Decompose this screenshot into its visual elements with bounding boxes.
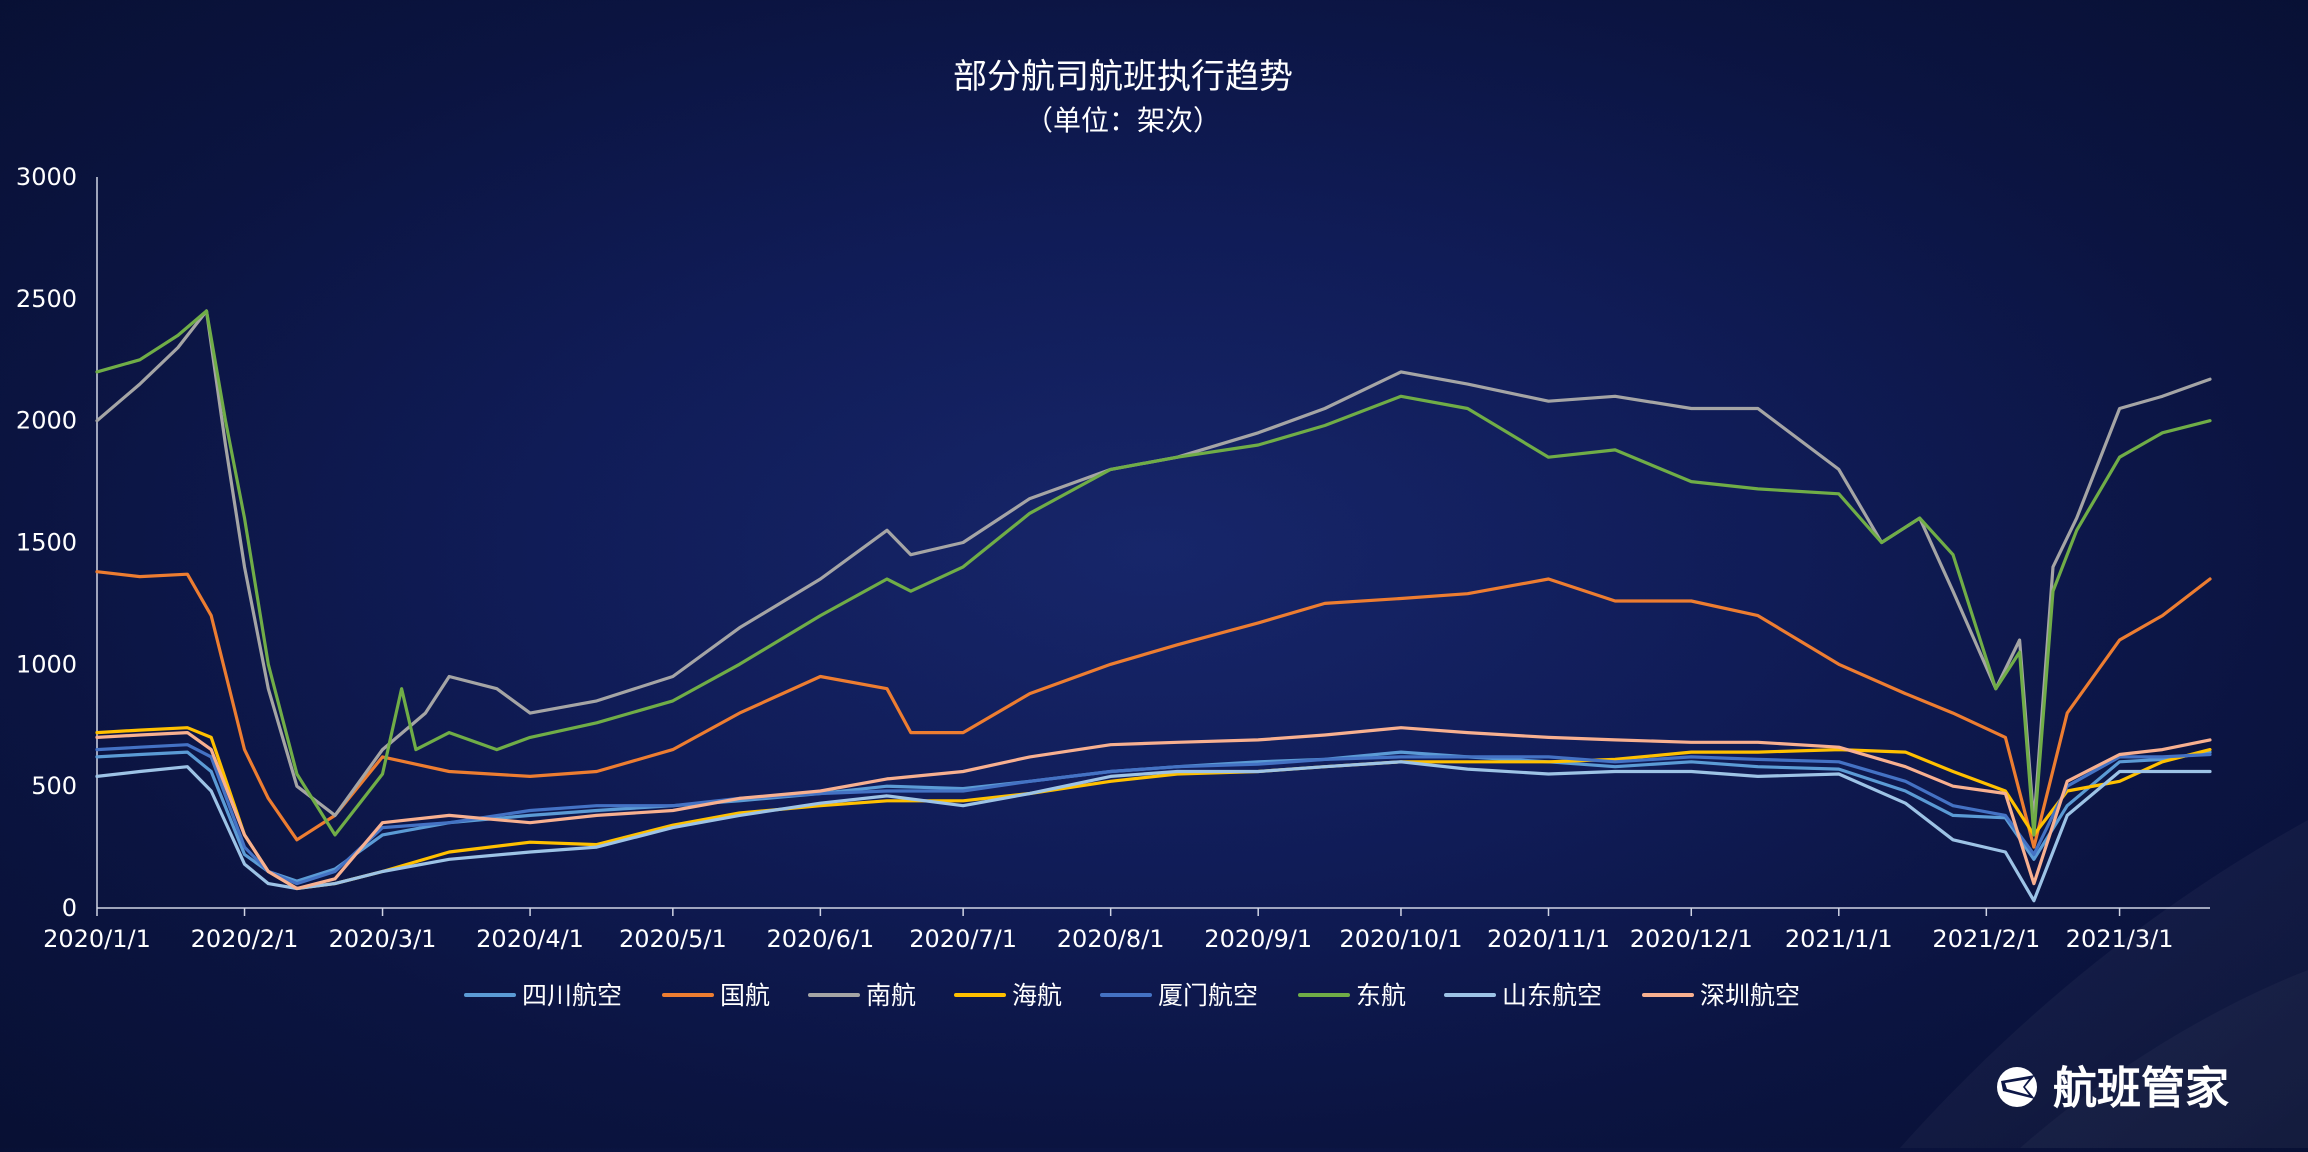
x-tick-label: 2020/10/1	[1339, 925, 1462, 953]
x-tick-label: 2020/7/1	[909, 925, 1017, 953]
brand-name: 航班管家	[2053, 1063, 2229, 1114]
x-tick-label: 2020/2/1	[191, 925, 299, 953]
x-tick-label: 2021/3/1	[2066, 925, 2174, 953]
series-line-6	[95, 309, 2212, 837]
legend-item: 国航	[662, 981, 770, 1010]
x-tick-labels: 2020/1/1 2020/2/1 2020/3/1 2020/4/1 2020/5/1…	[43, 908, 2173, 953]
legend-item: 厦门航空	[1100, 981, 1258, 1010]
series-line-8	[95, 726, 2212, 891]
y-tick-label: 1500	[16, 529, 77, 557]
x-tick-label: 2020/8/1	[1057, 925, 1165, 953]
x-tick-label: 2021/2/1	[1932, 925, 2040, 953]
series-line-3	[95, 309, 2212, 825]
legend-item: 东航	[1298, 981, 1406, 1010]
legend-item: 四川航空	[464, 981, 622, 1010]
legend-label: 国航	[720, 981, 770, 1010]
y-tick-label: 500	[31, 772, 77, 800]
y-tick-labels: 0 500 1000 1500 2000 2500 3000	[16, 163, 77, 922]
brand-logo: 航班管家	[1997, 1063, 2229, 1114]
axes	[96, 177, 2210, 909]
y-tick-label: 1000	[16, 650, 77, 678]
x-tick-label: 2020/5/1	[619, 925, 727, 953]
x-tick-label: 2021/1/1	[1785, 925, 1893, 953]
legend-item: 深圳航空	[1642, 981, 1800, 1010]
x-tick-label: 2020/12/1	[1630, 925, 1753, 953]
y-tick-label: 3000	[16, 163, 77, 191]
y-tick-label: 2500	[16, 285, 77, 313]
legend: 四川航空 国航 南航 海航 厦门航空 东航 山东航空 深圳航空	[464, 981, 1800, 1010]
legend-item: 山东航空	[1444, 981, 1602, 1010]
x-tick-label: 2020/3/1	[329, 925, 437, 953]
watermark-graphic	[1900, 820, 2308, 1148]
chart-title: 部分航司航班执行趋势	[953, 57, 1293, 97]
legend-label: 海航	[1012, 981, 1062, 1010]
legend-label: 山东航空	[1502, 981, 1602, 1010]
series-line-7	[95, 760, 2212, 903]
x-tick-label: 2020/1/1	[43, 925, 151, 953]
series-line-2	[95, 570, 2212, 849]
x-tick-label: 2020/9/1	[1204, 925, 1312, 953]
chart-subtitle: （单位：架次）	[1025, 104, 1221, 137]
legend-item: 海航	[954, 981, 1062, 1010]
legend-label: 东航	[1356, 981, 1406, 1010]
legend-label: 四川航空	[522, 981, 622, 1010]
y-tick-label: 0	[62, 894, 77, 922]
x-tick-label: 2020/6/1	[766, 925, 874, 953]
legend-label: 厦门航空	[1158, 981, 1258, 1010]
legend-label: 南航	[866, 981, 916, 1010]
x-tick-label: 2020/11/1	[1487, 925, 1610, 953]
x-tick-label: 2020/4/1	[476, 925, 584, 953]
legend-label: 深圳航空	[1700, 981, 1800, 1010]
legend-item: 南航	[808, 981, 916, 1010]
y-tick-label: 2000	[16, 407, 77, 435]
series-line-5	[95, 743, 2212, 886]
series-lines	[95, 309, 2212, 903]
brand-logo-icon	[1997, 1067, 2037, 1107]
